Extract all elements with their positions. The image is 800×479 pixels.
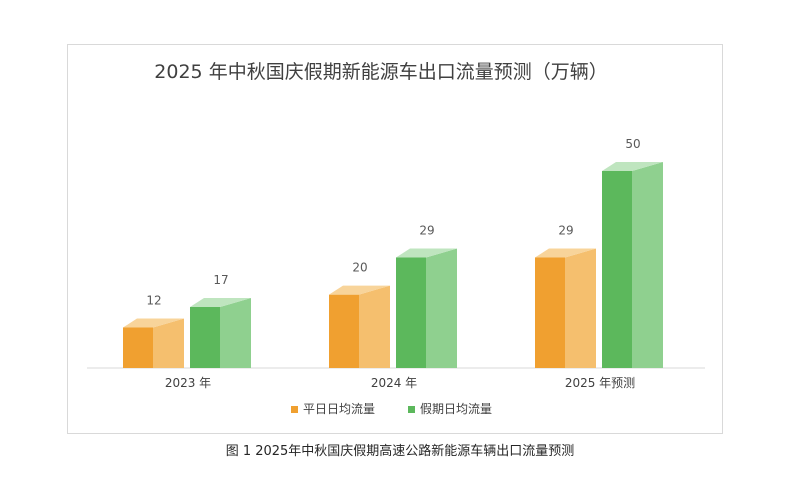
bar-front-face [190, 306, 220, 368]
legend-swatch [291, 406, 298, 413]
bar-weekday-0: 12 [123, 294, 184, 368]
data-label: 29 [419, 224, 434, 238]
bar-side-face [565, 248, 596, 368]
bar-side-face [632, 162, 663, 368]
bar-top-face [190, 297, 251, 307]
chart-title: 2025 年中秋国庆假期新能源车出口流量预测（万辆） [154, 61, 607, 83]
data-label: 29 [558, 224, 573, 238]
bar-holiday-1: 29 [396, 224, 457, 368]
bar-top-face [329, 285, 390, 295]
legend: 平日日均流量 假期日均流量 [291, 402, 492, 416]
bar-front-face [535, 257, 565, 368]
data-label: 50 [625, 137, 640, 151]
bar-top-face [123, 318, 184, 328]
legend-label: 平日日均流量 [303, 402, 375, 416]
data-label: 20 [352, 261, 367, 275]
bar-top-face [602, 162, 663, 171]
bar-weekday-1: 20 [329, 261, 390, 368]
bar-holiday-2: 50 [602, 137, 663, 368]
bar-side-face [359, 285, 390, 368]
legend-label: 假期日均流量 [420, 402, 492, 416]
figure-caption: 图 1 2025年中秋国庆假期高速公路新能源车辆出口流量预测 [225, 444, 575, 459]
x-tick-label: 2025 年预测 [565, 376, 635, 390]
bar-front-face [329, 294, 359, 368]
legend-swatch [408, 406, 415, 413]
data-label: 12 [146, 294, 161, 308]
data-label: 17 [213, 273, 228, 287]
bar-top-face [396, 248, 457, 258]
bar-front-face [602, 171, 632, 368]
bar-side-face [426, 248, 457, 368]
bar-front-face [123, 327, 153, 368]
x-tick-label: 2024 年 [371, 376, 417, 390]
bar-side-face [153, 318, 184, 368]
bar-top-face [535, 248, 596, 258]
bar-front-face [396, 257, 426, 368]
bar-holiday-0: 17 [190, 273, 251, 368]
bars-group: 12 17 20 29 29 50 [123, 137, 663, 368]
bar-weekday-2: 29 [535, 224, 596, 368]
x-tick-label: 2023 年 [165, 376, 211, 390]
x-tick-labels: 2023 年 2024 年 2025 年预测 [165, 376, 635, 390]
bar-side-face [220, 297, 251, 368]
